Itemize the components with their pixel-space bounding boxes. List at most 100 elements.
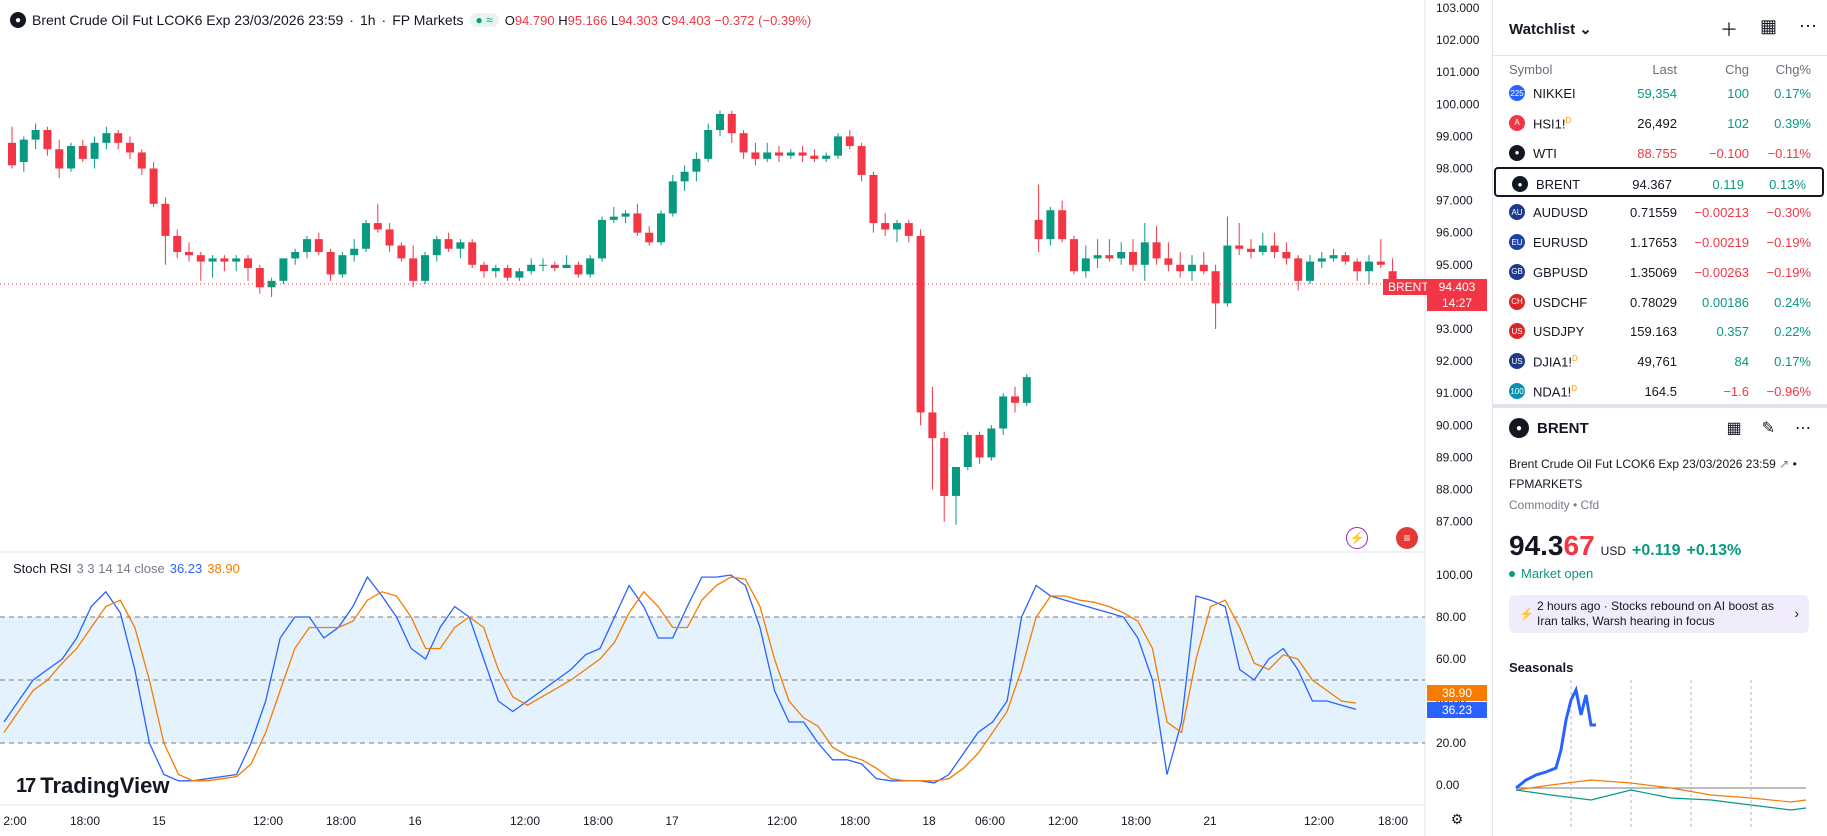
countdown-tag: 14:27 [1427, 295, 1487, 311]
candle-body [928, 412, 937, 439]
watchlist-row-audusd[interactable]: AU AUDUSD 0.71559 −0.00213 −0.30% [1493, 197, 1827, 227]
col-symbol[interactable]: Symbol [1509, 62, 1553, 77]
flag-us-icon[interactable]: ≡ [1396, 527, 1418, 549]
layout-table-icon[interactable]: ▦ [1759, 16, 1777, 36]
col-chg[interactable]: Chg [1725, 62, 1749, 77]
symbol-logo-icon: ● [1512, 176, 1528, 193]
candle-body [220, 258, 229, 262]
price-axis-label: 99.000 [1436, 129, 1473, 143]
watchlist-row-eurusd[interactable]: EU EURUSD 1.17653 −0.00219 −0.19% [1493, 227, 1827, 257]
symbol-logo-icon: CH [1509, 293, 1525, 310]
edit-icon[interactable]: ✎ [1761, 420, 1775, 437]
candle-body [491, 268, 500, 272]
candle-body [515, 271, 524, 278]
watchlist-last: 26,492 [1637, 115, 1677, 131]
market-status-badge[interactable]: ● ≈ [469, 13, 499, 27]
col-last[interactable]: Last [1652, 62, 1677, 77]
candle-body [987, 428, 996, 458]
candle-body [1129, 251, 1137, 265]
candle-body [1011, 396, 1019, 403]
last-price-symbol-tag: BRENT [1383, 279, 1434, 295]
watchlist-chgp: −0.30% [1766, 205, 1811, 221]
watchlist-row-usdjpy[interactable]: US USDJPY 159.163 0.357 0.22% [1493, 316, 1827, 346]
price-axis-label: 93.000 [1436, 322, 1473, 336]
symbol-logo-icon: AU [1509, 204, 1525, 221]
candle-body [173, 235, 182, 252]
chart-pane[interactable]: 103.000 102.000 101.000 100.000 99.000 98.000… [0, 0, 1493, 836]
symbol-logo-icon: 225 [1509, 85, 1525, 101]
details-symbol[interactable]: BRENT [1537, 419, 1589, 437]
watchlist-row-nda1[interactable]: 100 NDA1!D 164.5 −1.6 −0.96% [1493, 376, 1827, 406]
watchlist-row-gbpusd[interactable]: GB GBPUSD 1.35069 −0.00263 −0.19% [1493, 257, 1827, 287]
market-status: Market open [1509, 566, 1593, 581]
panel-divider[interactable] [1493, 404, 1827, 408]
watchlist-row-usdchf[interactable]: CH USDCHF 0.78029 0.00186 0.24% [1493, 287, 1827, 317]
time-axis-label: 16 [408, 814, 422, 828]
candle-body [1188, 264, 1196, 272]
candle-body [763, 152, 772, 159]
chevron-down-icon: ⌄ [1579, 21, 1592, 38]
symbol-logo-icon: ● [1509, 144, 1525, 161]
candle-body [1152, 242, 1161, 259]
stoch-legend[interactable]: Stoch RSI 3 3 14 14 close 36.23 38.90 [13, 561, 240, 576]
watchlist-chgp: −0.11% [1767, 145, 1812, 161]
candle-body [952, 467, 960, 496]
watchlist-chgp: 0.24% [1774, 294, 1811, 310]
watchlist-symbol: USDCHF [1533, 294, 1588, 310]
stoch-axis-label: 60.00 [1436, 652, 1466, 666]
candle-body [1058, 210, 1067, 240]
broker-label[interactable]: FP Markets [392, 12, 464, 28]
watchlist-last: 0.78029 [1630, 294, 1677, 310]
col-chgp[interactable]: Chg% [1775, 62, 1811, 77]
more-options-icon[interactable]: ⋯ [1799, 16, 1817, 36]
candle-body [668, 181, 677, 214]
grid-icon[interactable]: ▦ [1726, 420, 1742, 437]
watchlist-chgp: 0.17% [1774, 86, 1811, 101]
news-card[interactable]: ⚡ 2 hours ago · Stocks rebound on AI boo… [1509, 595, 1809, 633]
candle-body [255, 268, 264, 288]
candle-body [810, 155, 819, 159]
candle-body [916, 235, 925, 413]
watchlist-title[interactable]: Watchlist ⌄ [1509, 21, 1592, 38]
time-axis-label: 21 [1203, 814, 1217, 828]
settings-gear-icon[interactable]: ⚙ [1450, 810, 1464, 827]
candle-body [975, 434, 984, 458]
watchlist-row-nikkei[interactable]: 225 NIKKEI 59,354 100 0.17% [1493, 78, 1827, 108]
watchlist-row-hsi1[interactable]: A HSI1!D 26,492 102 0.39% [1493, 108, 1827, 138]
watchlist-columns: Symbol Last Chg Chg% [1493, 58, 1827, 82]
time-axis-label: 18:00 [1121, 814, 1151, 828]
watchlist-row-brent[interactable]: ● BRENT 94.367 0.119 0.13% [1494, 167, 1824, 198]
seasonals-prev-year [1515, 779, 1807, 803]
candle-body [1353, 261, 1362, 272]
time-axis-label: 18:00 [1378, 814, 1408, 828]
chart-canvas[interactable]: 103.000 102.000 101.000 100.000 99.000 98.000… [0, 0, 1493, 836]
tradingview-logo[interactable]: 17 TradingView [16, 773, 169, 799]
add-symbol-icon[interactable]: ＋ [1719, 20, 1738, 40]
candle-body [1376, 261, 1385, 265]
price-axis-label: 95.000 [1436, 258, 1473, 272]
candle-body [126, 142, 134, 153]
candle-body [1199, 264, 1208, 272]
right-sidebar: Watchlist ⌄ ＋ ▦ ⋯ Symbol Last Chg Chg% 2… [1493, 0, 1827, 836]
seasonals-two-years-ago [1515, 789, 1807, 811]
seasonals-chart[interactable] [1511, 680, 1811, 830]
watchlist-chgp: 0.22% [1774, 324, 1811, 340]
candle-body [539, 264, 547, 266]
watchlist-row-djia1[interactable]: US DJIA1!D 49,761 84 0.17% [1493, 346, 1827, 376]
seasonals-title[interactable]: Seasonals [1509, 660, 1574, 675]
watchlist-row-wti[interactable]: ● WTI 88.755 −0.100 −0.11% [1493, 138, 1827, 168]
time-axis-label: 18:00 [70, 814, 100, 828]
candle-body [43, 129, 52, 150]
stoch-axis-label: 80.00 [1436, 610, 1466, 624]
candle-body [633, 213, 642, 233]
last-price-tag: 94.403 [1427, 279, 1487, 295]
stoch-series-k [3, 574, 1357, 784]
candle-body [373, 223, 382, 230]
candle-body [822, 155, 831, 159]
interval-label[interactable]: 1h [359, 12, 376, 28]
more-options-icon[interactable]: ⋯ [1795, 420, 1811, 437]
symbol-title[interactable]: Brent Crude Oil Fut LCOK6 Exp 23/03/2026… [32, 12, 344, 28]
watchlist-chg: 0.357 [1716, 324, 1749, 340]
lightning-icon[interactable]: ⚡ [1346, 527, 1368, 549]
